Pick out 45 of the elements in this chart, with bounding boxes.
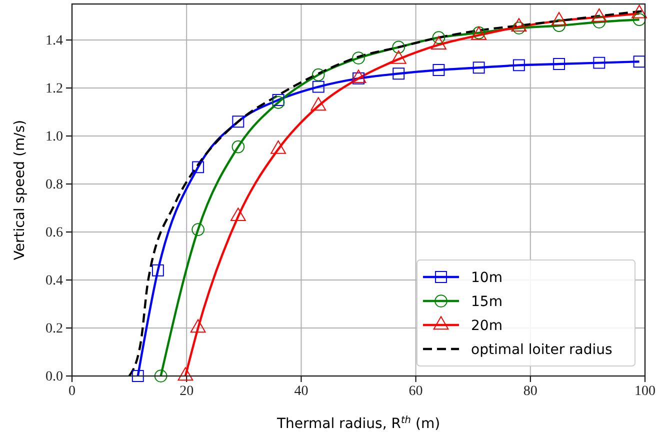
x-tick-label: 40 [294,384,308,399]
y-tick-label: 1.4 [46,33,63,48]
x-tick-label: 100 [634,384,656,399]
point [512,59,525,72]
y-axis-title: Vertical speed (m/s) [12,120,28,260]
point [232,116,244,128]
point [592,16,606,28]
y-tick-label: 0.4 [46,273,63,288]
point [633,56,646,68]
y-tick-label: 0.2 [46,321,63,336]
point [232,140,245,154]
point [632,13,646,26]
point [132,370,144,382]
legend-label: 20m [471,318,502,334]
y-tick-label: 1.0 [46,129,63,144]
legend-label: 10m [471,270,502,286]
y-tick-label: 0.8 [46,177,63,192]
y-tick-label: 1.2 [46,81,63,96]
point [472,62,485,74]
y-tick-label: 0.6 [46,225,63,240]
x-axis-title: Thermal radius, R$^{th}$ (m) [276,414,440,432]
x-tick-label: 20 [180,384,194,399]
x-tick-label: 80 [523,384,538,399]
point [352,52,365,64]
point [272,94,284,106]
point [312,68,325,82]
point [432,64,445,76]
point [312,80,324,93]
x-tick-label: 60 [408,384,423,399]
point [152,264,164,276]
point [154,370,168,382]
point [352,72,364,84]
point [552,19,566,32]
legend-label: optimal loiter radius [471,342,612,358]
x-tick-label: 0 [68,384,76,399]
legend-label: 15m [471,294,502,310]
point [272,96,285,109]
point [192,161,204,174]
point [392,40,406,54]
point [432,31,446,44]
point [593,56,606,69]
y-tick-label: 0.0 [46,369,63,384]
point [192,223,204,236]
point [392,68,405,80]
point [553,58,566,70]
